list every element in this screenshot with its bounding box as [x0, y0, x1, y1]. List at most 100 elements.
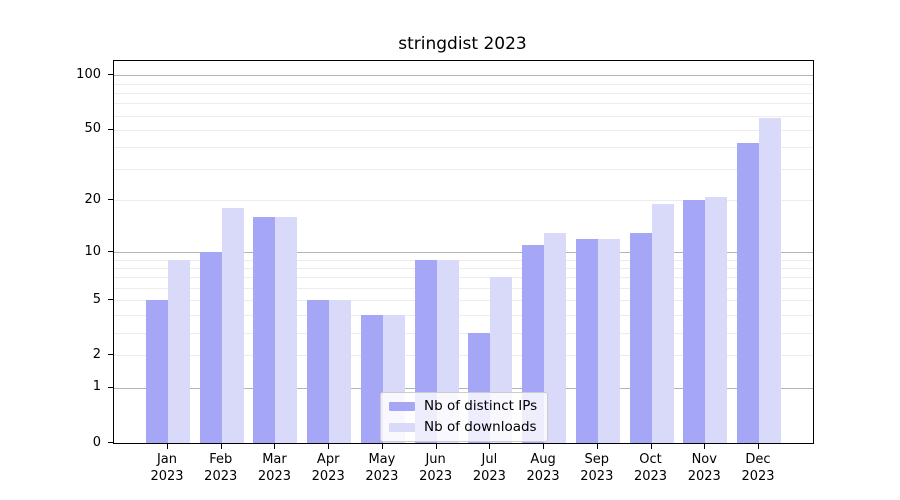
x-tick-label-aug: Aug 2023	[511, 451, 575, 485]
minor-gridline	[114, 169, 813, 171]
x-tick-label-jan: Jan 2023	[135, 451, 199, 485]
bar-downloads-mar	[275, 217, 298, 443]
minor-gridline	[114, 314, 813, 316]
x-tick-year: 2023	[257, 469, 291, 484]
x-tick-year: 2023	[687, 469, 721, 484]
minor-gridline	[114, 129, 813, 131]
bar-downloads-feb	[221, 208, 244, 443]
x-tick-mark	[328, 444, 330, 449]
x-tick-year: 2023	[419, 469, 453, 484]
legend: Nb of distinct IPs Nb of downloads	[380, 392, 549, 442]
bar-downloads-dec	[759, 118, 781, 443]
bar-downloads-oct	[651, 204, 674, 443]
bar-distinct-ips-jan	[146, 300, 168, 443]
y-tick-label: 100	[76, 66, 101, 82]
x-tick-mark	[220, 444, 222, 449]
x-tick-year: 2023	[633, 469, 668, 484]
x-tick-label-oct: Oct 2023	[619, 451, 683, 485]
x-tick-month: Jan	[156, 452, 178, 467]
y-tick-mark	[108, 74, 113, 76]
y-tick-label: 2	[92, 346, 101, 362]
x-tick-year: 2023	[472, 469, 506, 484]
bar-downloads-jan	[168, 259, 190, 443]
x-tick-month: Nov	[691, 452, 717, 467]
bar-downloads-apr	[329, 300, 352, 443]
y-tick-label: 5	[92, 291, 101, 307]
bar-distinct-ips-mar	[253, 217, 276, 443]
bar-downloads-nov	[705, 196, 728, 443]
x-tick-month: Feb	[209, 452, 233, 467]
x-tick-mark	[274, 444, 276, 449]
x-tick-month: Dec	[745, 452, 771, 467]
bar-distinct-ips-dec	[737, 143, 759, 443]
x-tick-month: Jul	[481, 452, 498, 467]
y-tick-mark	[108, 354, 113, 356]
minor-gridline	[114, 288, 813, 289]
minor-gridline	[114, 259, 813, 261]
y-tick-label: 1	[92, 379, 101, 395]
bar-distinct-ips-nov	[683, 200, 706, 443]
x-tick-mark	[543, 444, 545, 449]
y-tick-mark	[108, 128, 113, 130]
legend-label-downloads: Nb of downloads	[424, 419, 537, 435]
y-tick-mark	[108, 442, 113, 443]
chart-title: stringdist 2023	[398, 34, 527, 54]
x-tick-year: 2023	[365, 469, 399, 484]
minor-gridline	[114, 355, 813, 357]
x-tick-month: Sep	[584, 452, 610, 467]
legend-swatch-downloads	[389, 422, 415, 432]
x-tick-label-dec: Dec 2023	[726, 451, 790, 485]
x-tick-month: Oct	[639, 452, 662, 467]
bar-distinct-ips-feb	[199, 252, 222, 443]
legend-item-distinct-ips: Nb of distinct IPs	[389, 398, 537, 414]
y-tick-label: 50	[84, 121, 101, 137]
x-tick-label-may: May 2023	[350, 451, 414, 485]
bar-distinct-ips-sep	[575, 238, 598, 443]
x-tick-month: Aug	[530, 452, 556, 467]
x-tick-year: 2023	[311, 469, 345, 484]
minor-gridline	[114, 147, 813, 149]
x-tick-mark	[381, 444, 383, 449]
x-tick-mark	[704, 444, 706, 449]
minor-gridline	[114, 200, 813, 202]
x-tick-year: 2023	[204, 469, 238, 484]
y-tick-label: 20	[84, 191, 101, 207]
x-tick-mark	[596, 444, 598, 449]
minor-gridline	[114, 103, 813, 105]
major-gridline	[114, 387, 813, 389]
x-tick-label-mar: Mar 2023	[242, 451, 306, 485]
minor-gridline	[114, 92, 813, 94]
x-tick-mark	[489, 444, 491, 449]
y-tick-mark	[108, 199, 113, 201]
minor-gridline	[114, 300, 813, 302]
x-tick-year: 2023	[580, 469, 614, 484]
x-tick-label-jul: Jul 2023	[457, 451, 521, 485]
major-gridline	[114, 252, 813, 253]
x-tick-label-apr: Apr 2023	[296, 451, 360, 485]
y-tick-mark	[108, 299, 113, 301]
legend-label-distinct-ips: Nb of distinct IPs	[424, 398, 538, 414]
x-tick-label-jun: Jun 2023	[404, 451, 468, 485]
x-tick-month: Apr	[316, 452, 340, 467]
x-tick-month: May	[368, 452, 396, 467]
x-tick-month: Jun	[425, 452, 446, 467]
minor-gridline	[114, 267, 813, 269]
y-tick-label: 0	[92, 434, 101, 450]
plot-area	[113, 60, 814, 444]
minor-gridline	[114, 115, 813, 117]
minor-gridline	[114, 277, 813, 279]
y-tick-mark	[108, 386, 113, 388]
y-tick-mark	[108, 251, 113, 252]
x-tick-label-nov: Nov 2023	[672, 451, 736, 485]
x-tick-year: 2023	[150, 469, 184, 484]
x-tick-mark	[758, 444, 759, 449]
x-tick-year: 2023	[526, 469, 560, 484]
x-tick-label-sep: Sep 2023	[565, 451, 629, 485]
bar-distinct-ips-apr	[307, 300, 330, 443]
bar-distinct-ips-oct	[629, 232, 652, 443]
x-tick-mark	[167, 444, 168, 449]
x-tick-mark	[650, 444, 652, 449]
x-tick-mark	[435, 444, 437, 449]
legend-swatch-distinct-ips	[389, 401, 415, 411]
